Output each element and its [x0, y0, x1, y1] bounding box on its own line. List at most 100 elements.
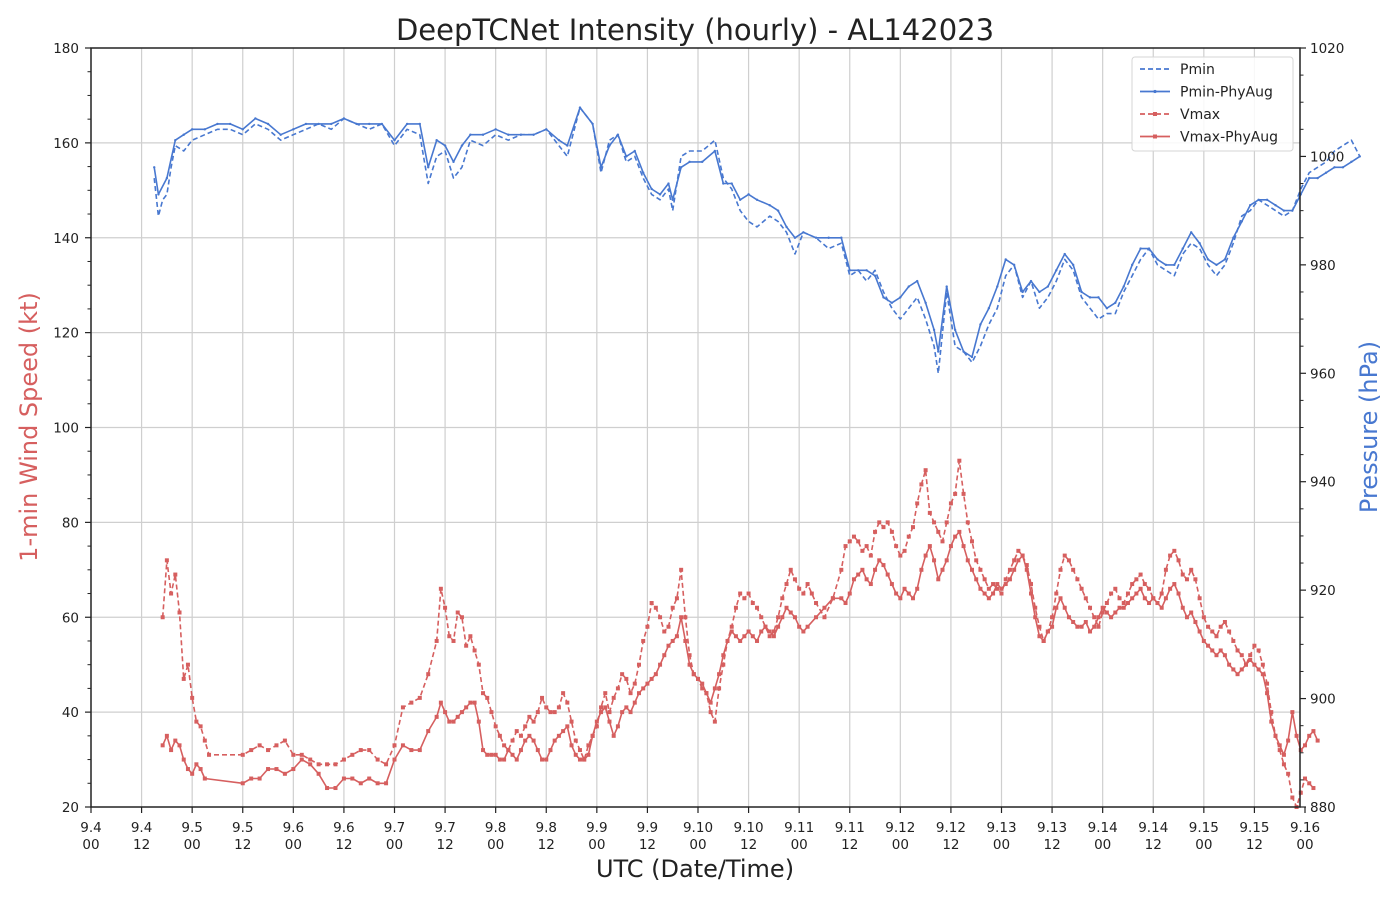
data-point-vmax-phyaug — [1113, 610, 1118, 615]
data-point-vmax-phyaug — [755, 638, 760, 643]
data-point-pmin-phyaug — [1181, 247, 1184, 250]
data-point-pmin-phyaug — [848, 269, 851, 272]
data-point-pmin-phyaug — [418, 122, 421, 126]
data-point-vmax — [1058, 567, 1063, 572]
data-point-vmax-phyaug — [1265, 691, 1270, 696]
data-point-vmax-phyaug — [868, 582, 873, 587]
data-point-vmax — [624, 676, 629, 681]
data-point-vmax — [257, 743, 262, 748]
data-point-vmax-phyaug — [577, 757, 582, 762]
data-point-pmin-phyaug — [970, 355, 974, 359]
data-point-pmin-phyaug — [435, 138, 438, 142]
data-point-pmin-phyaug — [667, 182, 670, 185]
data-point-vmax-phyaug — [535, 748, 540, 753]
data-point-vmax-phyaug — [1054, 605, 1059, 610]
data-point-vmax-phyaug — [944, 558, 949, 563]
data-point-pmin-phyaug — [1333, 166, 1336, 169]
data-point-vmax-phyaug — [915, 586, 920, 591]
data-point-vmax — [1037, 624, 1042, 629]
data-point-vmax — [742, 596, 747, 601]
data-point-pmin-phyaug — [616, 133, 620, 136]
data-point-pmin-phyaug — [254, 117, 257, 120]
data-point-vmax — [375, 757, 380, 762]
data-point-vmax — [965, 520, 970, 525]
data-point-vmax — [974, 558, 979, 563]
x-tick-label-time: 12 — [1145, 837, 1162, 853]
data-point-vmax-phyaug — [725, 638, 730, 643]
legend-label-pmin: Pmin — [1180, 62, 1215, 78]
data-point-vmax-phyaug — [476, 719, 481, 724]
data-point-vmax-phyaug — [873, 567, 878, 572]
data-point-vmax-phyaug — [434, 714, 439, 719]
left-y-tick-label: 160 — [53, 136, 79, 152]
x-tick-label-date: 9.7 — [434, 820, 455, 836]
data-point-vmax — [341, 757, 346, 762]
data-point-vmax-phyaug — [160, 743, 165, 748]
data-point-vmax-phyaug — [1248, 657, 1253, 662]
data-point-vmax — [160, 615, 165, 620]
data-point-vmax-phyaug — [514, 757, 519, 762]
data-point-vmax-phyaug — [438, 700, 443, 705]
data-point-vmax — [464, 643, 469, 648]
data-point-vmax-phyaug — [1269, 719, 1274, 724]
data-point-pmin-phyaug — [1046, 285, 1050, 288]
data-point-vmax-phyaug — [991, 591, 996, 596]
data-point-vmax-phyaug — [1159, 605, 1164, 610]
data-point-vmax — [173, 572, 178, 577]
data-point-vmax — [750, 601, 755, 606]
data-point-vmax — [978, 567, 983, 572]
data-point-vmax-phyaug — [624, 705, 629, 710]
data-point-vmax-phyaug — [1142, 596, 1147, 601]
data-point-vmax — [472, 648, 477, 653]
right-y-tick-label: 980 — [1310, 258, 1336, 274]
data-point-vmax-phyaug — [923, 553, 928, 558]
data-point-vmax — [759, 615, 764, 620]
data-point-pmin-phyaug — [865, 269, 868, 272]
x-tick-label-time: 00 — [184, 837, 201, 853]
data-point-vmax — [814, 601, 819, 606]
data-point-vmax — [514, 729, 519, 734]
data-point-vmax — [1066, 558, 1071, 563]
x-tick-label-date: 9.13 — [986, 820, 1016, 836]
data-point-pmin-phyaug — [840, 236, 843, 239]
data-point-vmax — [847, 539, 852, 544]
data-point-pmin-phyaug — [1147, 247, 1151, 250]
data-point-vmax — [1168, 553, 1173, 558]
data-point-vmax-phyaug — [1184, 615, 1189, 620]
data-point-vmax-phyaug — [1012, 567, 1017, 572]
data-point-vmax — [936, 529, 941, 534]
x-tick-label-date: 9.7 — [384, 820, 405, 836]
data-point-vmax — [1184, 577, 1189, 582]
data-point-vmax — [1235, 648, 1240, 653]
data-point-vmax — [607, 710, 612, 715]
data-point-pmin-phyaug — [722, 182, 725, 185]
data-point-vmax — [518, 733, 523, 738]
data-point-vmax-phyaug — [839, 596, 844, 601]
data-point-pmin-phyaug — [899, 296, 902, 299]
data-point-vmax — [1079, 586, 1084, 591]
data-point-vmax — [860, 548, 865, 553]
data-point-vmax-phyaug — [902, 586, 907, 591]
data-point-vmax — [502, 743, 507, 748]
series-line-vmax — [161, 459, 1314, 808]
data-point-vmax-phyaug — [864, 577, 869, 582]
data-point-pmin-phyaug — [996, 285, 999, 288]
data-point-vmax-phyaug — [776, 624, 781, 629]
data-point-pmin-phyaug — [856, 269, 860, 272]
data-point-vmax-phyaug — [181, 757, 186, 762]
data-point-vmax — [493, 724, 498, 729]
data-point-vmax-phyaug — [493, 752, 498, 757]
x-tick-label-date: 9.6 — [283, 820, 304, 836]
data-point-vmax — [662, 629, 667, 634]
data-point-vmax-phyaug — [784, 605, 789, 610]
data-point-vmax — [1138, 572, 1143, 577]
data-point-vmax — [1117, 596, 1122, 601]
right-y-tick-label: 920 — [1310, 583, 1336, 599]
data-point-vmax-phyaug — [1062, 605, 1067, 610]
data-point-vmax — [1222, 619, 1227, 624]
data-point-vmax — [877, 520, 882, 525]
left-y-tick-label: 140 — [53, 231, 79, 247]
data-point-vmax — [729, 624, 734, 629]
data-point-vmax — [653, 605, 658, 610]
data-point-vmax-phyaug — [607, 719, 612, 724]
